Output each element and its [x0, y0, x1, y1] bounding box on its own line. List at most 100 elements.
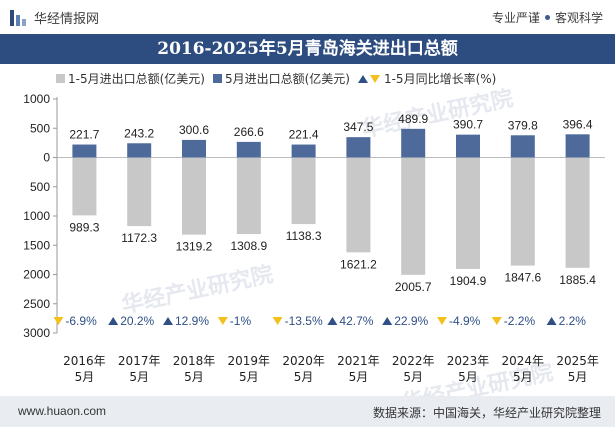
bar-cumulative: [456, 157, 480, 269]
x-tick-label-month: 5月: [239, 370, 259, 384]
growth-down-marker: [437, 317, 447, 325]
growth-down-marker: [53, 317, 64, 325]
bar-cumulative: [291, 157, 316, 225]
growth-down-marker: [491, 317, 502, 325]
y-tick-label: 2000: [23, 268, 50, 282]
x-tick-label-year: 2024年: [502, 354, 545, 368]
bar-cumulative: [401, 157, 426, 275]
bar-monthly: [182, 139, 206, 158]
top-bar: 华经情报网 专业严谨 客观科学: [0, 0, 615, 34]
x-tick-label-year: 2017年: [118, 354, 161, 368]
growth-label: -4.9%: [449, 314, 481, 328]
legend-swatch-monthly: [212, 74, 222, 83]
legend-item-monthly: 5月进出口总额(亿美元): [212, 70, 350, 87]
x-tick-label-year: 2016年: [63, 354, 106, 368]
footer-source: 数据来源：中国海关，华经产业研究院整理: [372, 406, 601, 420]
growth-down-marker: [272, 317, 283, 325]
x-tick-label-month: 5月: [75, 370, 95, 384]
y-tick-label: 2500: [23, 297, 50, 311]
bar-cumulative: [346, 157, 371, 253]
y-tick-label: 1500: [23, 238, 50, 252]
x-tick-label-month: 5月: [513, 370, 533, 384]
brand: 华经情报网: [10, 8, 99, 27]
data-label-cumulative: 2005.7: [395, 280, 432, 294]
data-label-monthly: 300.6: [179, 123, 209, 137]
x-tick-label-month: 5月: [184, 370, 204, 384]
bar-monthly: [236, 141, 261, 158]
bar-cumulative: [72, 157, 97, 216]
data-label-monthly: 347.5: [343, 120, 373, 134]
brand-logo-icon: [10, 9, 28, 26]
growth-label: 2.2%: [559, 314, 587, 328]
growth-up-marker: [327, 317, 338, 325]
legend-label-cumulative: 1-5月进出口总额(亿美元): [68, 72, 205, 86]
data-label-cumulative: 1138.3: [286, 229, 322, 243]
growth-label: 12.9%: [175, 314, 209, 328]
growth-label: 22.9%: [394, 314, 428, 328]
chart-title: 2016-2025年5月青岛海关进出口总额: [0, 34, 615, 64]
bar-cumulative: [510, 157, 535, 266]
tagline-right: 客观科学: [554, 11, 603, 25]
chart-area: 1000 500 0 500 1000 1500 2000 2500 3000 221.7 989.…: [23, 92, 605, 384]
data-label-cumulative: 1308.9: [230, 239, 267, 253]
x-tick-label-year: 2021年: [337, 354, 380, 368]
bar-monthly: [291, 144, 316, 158]
x-tick-label-month: 5月: [403, 370, 423, 384]
data-label-cumulative: 989.3: [69, 220, 99, 234]
legend-triangle-down-icon: [369, 74, 380, 83]
x-tick-label-month: 5月: [294, 370, 314, 384]
x-tick-label-year: 2025年: [556, 354, 599, 368]
bar-cumulative: [127, 157, 152, 227]
growth-label: 42.7%: [339, 314, 373, 328]
legend-triangle-up-icon: [357, 74, 368, 83]
x-tick-label-year: 2019年: [228, 354, 271, 368]
data-label-cumulative: 1904.9: [450, 274, 487, 288]
growth-up-marker: [382, 317, 393, 325]
bar-monthly: [565, 134, 590, 158]
bar-monthly: [510, 135, 535, 158]
legend-swatch-cumulative: [56, 74, 65, 83]
data-label-monthly: 390.7: [453, 118, 483, 132]
data-label-cumulative: 1319.2: [176, 240, 213, 254]
y-tick-label: 0: [43, 151, 50, 165]
bar-cumulative: [236, 157, 261, 235]
x-tick-label-month: 5月: [129, 370, 149, 384]
data-label-cumulative: 1172.3: [121, 231, 157, 245]
growth-up-marker: [163, 317, 173, 325]
footer: www.huaon.com 数据来源：中国海关，华经产业研究院整理: [0, 396, 615, 427]
tagline-dot-icon: [544, 15, 550, 20]
growth-label: 20.2%: [120, 314, 154, 328]
bar-monthly: [401, 128, 426, 158]
bar-monthly: [72, 144, 97, 158]
bar-monthly: [456, 134, 480, 158]
growth-label: -6.9%: [65, 314, 97, 328]
footer-url: www.huaon.com: [18, 404, 107, 418]
bar-cumulative: [182, 157, 206, 235]
data-label-monthly: 379.8: [508, 118, 538, 132]
data-label-cumulative: 1621.2: [340, 257, 377, 271]
data-label-monthly: 396.4: [563, 117, 593, 131]
growth-down-marker: [217, 317, 228, 325]
growth-label: -1%: [230, 314, 252, 328]
growth-label: -2.2%: [504, 314, 536, 328]
data-label-cumulative: 1847.6: [504, 271, 541, 285]
data-label-monthly: 221.4: [289, 128, 319, 142]
x-tick-label-year: 2023年: [447, 354, 490, 368]
legend: 1-5月进出口总额(亿美元) 5月进出口总额(亿美元) 1-5月同比增长率(%): [56, 70, 504, 87]
legend-item-cumulative: 1-5月进出口总额(亿美元): [56, 70, 205, 87]
x-tick-label-month: 5月: [349, 370, 369, 384]
x-tick-label-year: 2020年: [282, 354, 325, 368]
bar-cumulative: [565, 157, 590, 268]
y-tick-label: 3000: [23, 326, 50, 340]
x-tick-label-year: 2022年: [392, 354, 435, 368]
legend-item-growth: 1-5月同比增长率(%): [357, 70, 496, 87]
bar-monthly: [127, 143, 152, 158]
data-label-cumulative: 1885.4: [559, 273, 596, 287]
y-tick-label: 1000: [23, 92, 50, 106]
data-label-monthly: 243.2: [124, 126, 154, 140]
y-tick-label: 1000: [23, 209, 50, 223]
growth-up-marker: [108, 317, 119, 325]
growth-up-marker: [546, 317, 557, 325]
data-label-monthly: 266.6: [234, 125, 264, 139]
